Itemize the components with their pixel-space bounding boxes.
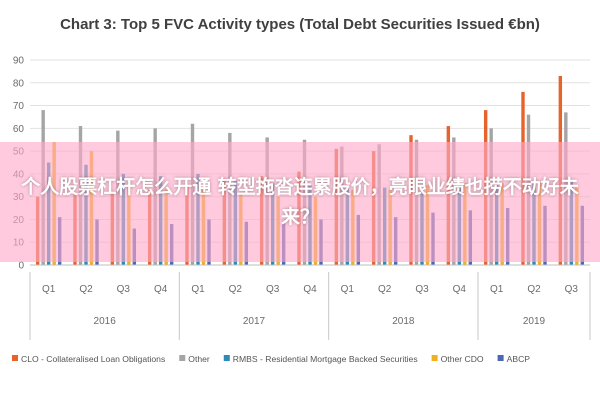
- legend: CLO - Collateralised Loan Obligations Oth…: [12, 354, 530, 364]
- legend-label: ABCP: [507, 354, 531, 364]
- legend-label: Other CDO: [441, 354, 484, 364]
- x-tick-label: Q3: [565, 284, 579, 295]
- x-tick-label: Q4: [453, 284, 467, 295]
- x-tick-label: Q3: [266, 284, 280, 295]
- overlay-headline: 个人股票杠杆怎么开通 转型拖沓连累股价，亮眼业绩也捞不动好未来？: [21, 176, 579, 228]
- legend-label: CLO - Collateralised Loan Obligations: [21, 354, 165, 364]
- legend-label: RMBS - Residential Mortgage Backed Secur…: [233, 354, 418, 364]
- y-tick-label: 80: [13, 78, 25, 89]
- year-label: 2016: [94, 316, 117, 327]
- y-tick-label: 0: [18, 261, 24, 272]
- legend-swatch: [179, 355, 186, 361]
- legend-label: Other: [188, 354, 210, 364]
- x-tick-label: Q2: [229, 284, 243, 295]
- x-tick-label: Q1: [341, 284, 355, 295]
- legend-swatch: [12, 355, 18, 361]
- legend-swatch: [431, 355, 438, 361]
- y-tick-label: 60: [13, 124, 25, 135]
- chart-title: Chart 3: Top 5 FVC Activity types (Total…: [60, 16, 540, 33]
- x-tick-label: Q2: [79, 284, 93, 295]
- x-tick-label: Q2: [378, 284, 392, 295]
- year-label: 2018: [392, 316, 415, 327]
- x-tick-label: Q4: [154, 284, 168, 295]
- year-label: 2019: [523, 316, 546, 327]
- y-tick-label: 70: [13, 101, 25, 112]
- legend-swatch: [223, 355, 230, 361]
- x-tick-label: Q3: [117, 284, 131, 295]
- x-tick-label: Q1: [490, 284, 504, 295]
- x-tick-label: Q3: [415, 284, 429, 295]
- y-tick-label: 90: [13, 56, 25, 67]
- x-tick-label: Q2: [527, 284, 541, 295]
- x-tick-label: Q1: [42, 284, 56, 295]
- legend-swatch: [497, 355, 504, 361]
- year-label: 2017: [243, 316, 266, 327]
- overlay-banner: 个人股票杠杆怎么开通 转型拖沓连累股价，亮眼业绩也捞不动好未来？: [0, 142, 600, 262]
- x-tick-label: Q1: [191, 284, 205, 295]
- x-tick-label: Q4: [303, 284, 317, 295]
